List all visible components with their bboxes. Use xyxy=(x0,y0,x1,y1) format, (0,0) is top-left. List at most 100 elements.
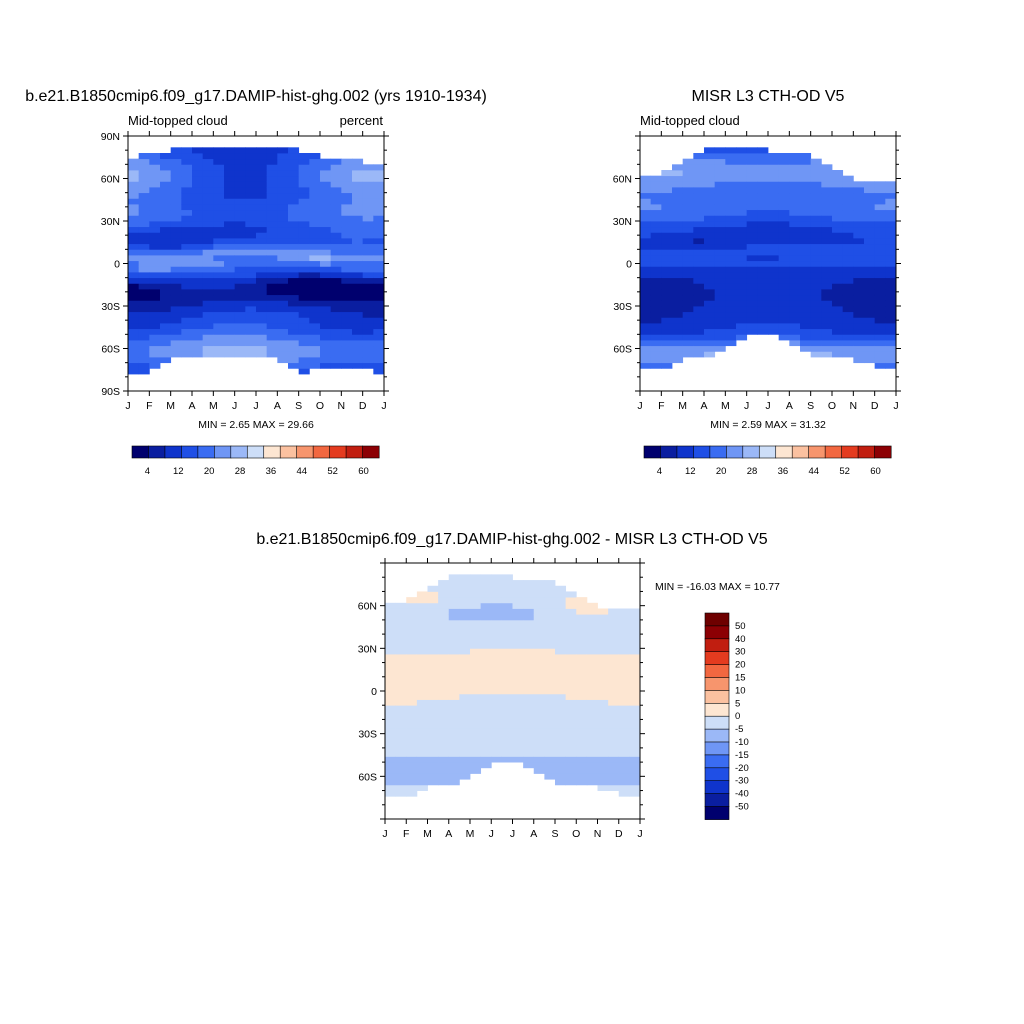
field-cell xyxy=(672,232,684,239)
field-cell xyxy=(395,790,407,797)
field-cell xyxy=(714,181,726,188)
field-cell xyxy=(491,625,503,632)
field-cell xyxy=(778,198,790,205)
field-cell xyxy=(266,334,278,341)
field-cell xyxy=(736,323,748,330)
field-cell xyxy=(523,710,535,717)
field-cell xyxy=(693,277,705,284)
field-cell xyxy=(789,232,801,239)
field-cell xyxy=(821,209,833,216)
field-cell xyxy=(544,602,556,609)
field-cell xyxy=(309,249,321,256)
field-cell xyxy=(714,345,726,352)
field-cell xyxy=(480,659,492,666)
field-cell xyxy=(746,175,758,182)
field-cell xyxy=(661,249,673,256)
field-cell xyxy=(288,226,300,233)
field-cell xyxy=(224,311,236,318)
field-cell xyxy=(352,198,364,205)
field-cell xyxy=(160,351,172,358)
field-cell xyxy=(234,260,246,267)
field-cell xyxy=(288,300,300,307)
field-cell xyxy=(565,597,577,604)
field-cell xyxy=(693,255,705,262)
field-cell xyxy=(309,351,321,358)
field-cell xyxy=(746,277,758,284)
field-cell xyxy=(438,750,450,757)
field-cell xyxy=(885,351,897,358)
field-cell xyxy=(512,585,524,592)
field-cell xyxy=(362,289,374,296)
field-cell xyxy=(565,716,577,723)
field-cell xyxy=(138,317,150,324)
field-cell xyxy=(352,272,364,279)
field-cell xyxy=(864,323,876,330)
field-cell xyxy=(288,294,300,301)
field-cell xyxy=(608,727,620,735)
field-cell xyxy=(533,631,545,638)
colorbar-label: 60 xyxy=(358,466,369,477)
field-cell xyxy=(395,665,407,672)
field-cell xyxy=(245,260,257,267)
field-cell xyxy=(330,260,342,267)
field-cell xyxy=(586,727,598,735)
field-cell xyxy=(470,756,482,763)
field-cell xyxy=(864,209,876,216)
field-cell xyxy=(138,368,150,375)
field-cell xyxy=(128,215,140,222)
field-cell xyxy=(213,153,225,160)
field-cell xyxy=(768,198,780,205)
field-cell xyxy=(885,238,897,245)
field-cell xyxy=(406,722,418,729)
field-cell xyxy=(789,311,801,318)
field-cell xyxy=(682,175,694,182)
field-cell xyxy=(565,614,577,621)
field-cell xyxy=(618,688,630,695)
field-cell xyxy=(309,158,321,165)
field-cell xyxy=(459,688,471,695)
field-cell xyxy=(533,705,545,712)
field-cell xyxy=(640,272,652,279)
field-cell xyxy=(565,710,577,717)
field-cell xyxy=(298,272,310,279)
field-cell xyxy=(266,192,278,199)
field-cell xyxy=(266,232,278,239)
field-cell xyxy=(512,619,524,626)
field-cell xyxy=(576,636,588,644)
field-cell xyxy=(298,340,310,347)
field-cell xyxy=(395,682,407,689)
field-cell xyxy=(128,243,140,250)
field-cell xyxy=(491,710,503,717)
field-cell xyxy=(842,323,854,330)
field-cell xyxy=(501,688,513,695)
field-cell xyxy=(682,198,694,205)
field-cell xyxy=(682,289,694,296)
field-cell xyxy=(298,323,310,330)
field-cell xyxy=(288,283,300,290)
field-cell xyxy=(682,209,694,216)
colorbar-label: -20 xyxy=(735,763,749,774)
colorbar-swatch xyxy=(704,664,730,678)
field-cell xyxy=(757,283,769,290)
field-cell xyxy=(149,277,161,284)
field-cell xyxy=(288,249,300,256)
field-cell xyxy=(608,767,620,774)
field-cell xyxy=(266,351,278,358)
field-cell xyxy=(778,204,790,211)
field-cell xyxy=(725,221,737,228)
field-cell xyxy=(160,300,172,307)
field-cell xyxy=(842,255,854,262)
field-cell xyxy=(256,181,268,188)
field-cell xyxy=(874,357,886,364)
field-cell xyxy=(309,311,321,318)
field-cell xyxy=(256,209,268,216)
field-cell xyxy=(385,716,397,723)
field-cell xyxy=(608,699,620,706)
field-cell xyxy=(576,739,588,746)
field-cell xyxy=(245,317,257,324)
field-cell xyxy=(170,323,182,330)
field-cell xyxy=(757,147,769,154)
field-cell xyxy=(608,671,620,678)
field-cell xyxy=(523,762,535,769)
field-cell xyxy=(438,682,450,689)
